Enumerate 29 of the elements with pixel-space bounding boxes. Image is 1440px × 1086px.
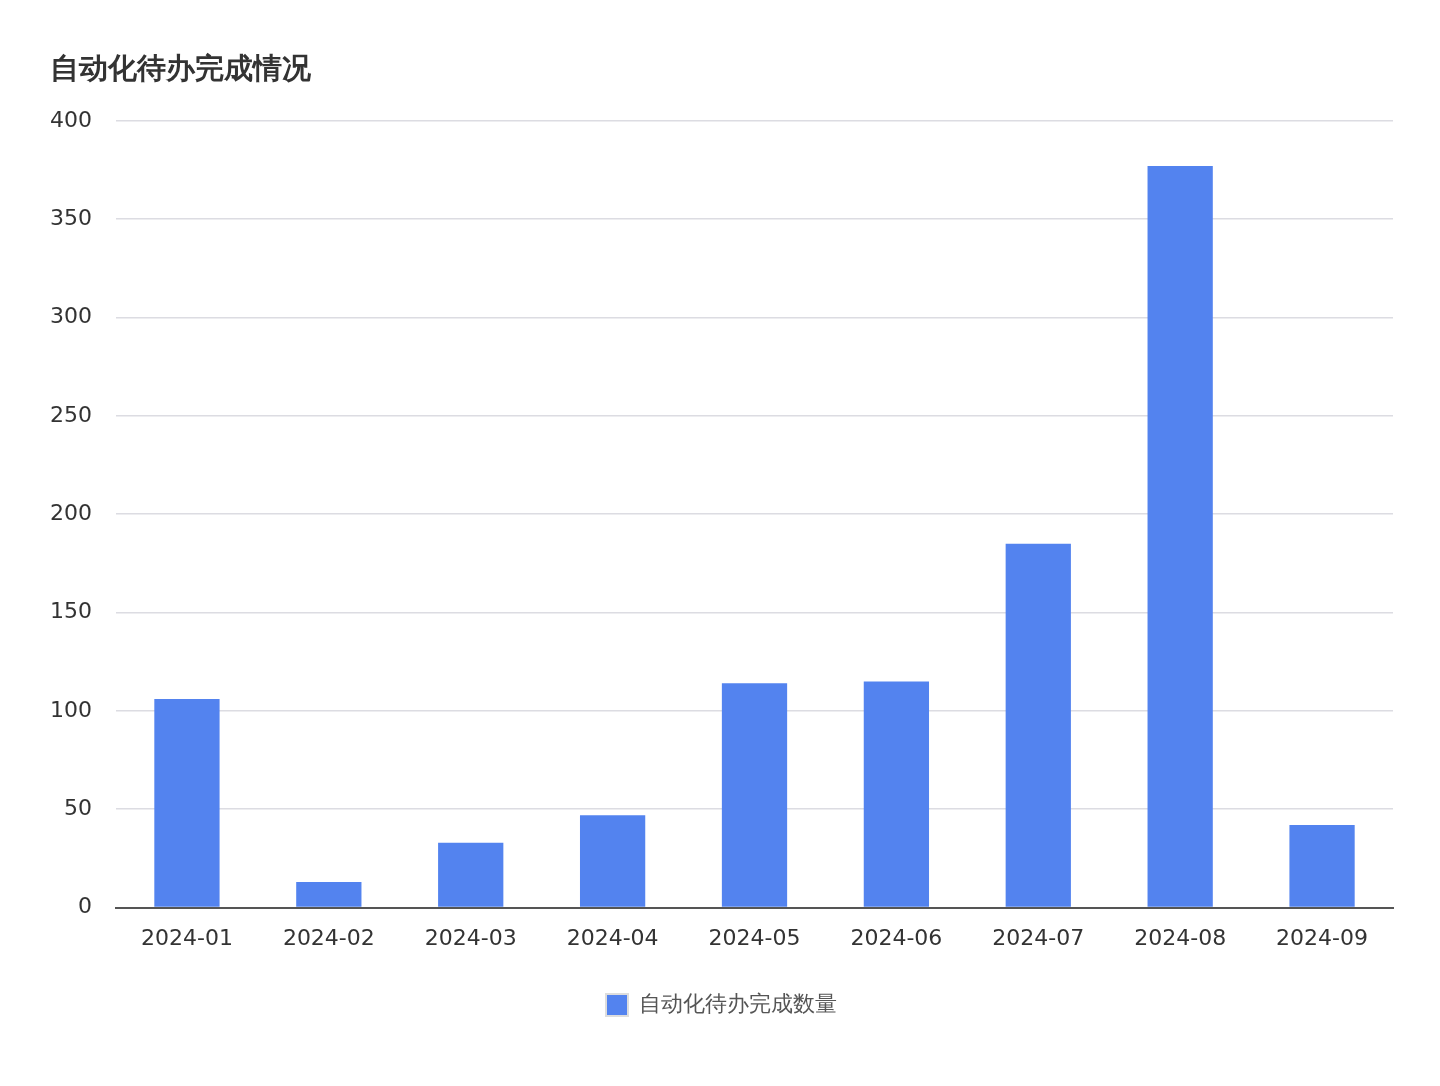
x-tick-label: 2024-02 <box>282 924 375 950</box>
x-tick-label: 2024-04 <box>566 924 659 950</box>
x-tick-label: 2024-06 <box>850 924 943 950</box>
x-tick-label: 2024-08 <box>1134 924 1227 950</box>
y-tick-label: 100 <box>50 696 92 722</box>
x-tick-label: 2024-09 <box>1276 924 1369 950</box>
bar <box>1147 166 1213 907</box>
y-tick-label: 200 <box>50 499 92 525</box>
x-tick-label: 2024-03 <box>424 924 517 950</box>
y-tick-label: 350 <box>50 204 92 230</box>
legend-label: 自动化待办完成数量 <box>639 990 837 1016</box>
bar <box>438 842 504 907</box>
chart-title: 自动化待办完成情况 <box>50 50 312 85</box>
bar <box>721 683 788 907</box>
y-tick-label: 250 <box>50 401 92 427</box>
bar <box>863 681 930 907</box>
bar <box>1005 543 1071 907</box>
y-tick-label: 150 <box>50 598 92 624</box>
y-tick-label: 50 <box>64 794 92 820</box>
y-tick-label: 300 <box>50 303 92 329</box>
y-tick-label: 0 <box>78 893 92 919</box>
x-tick-label: 2024-05 <box>708 924 801 950</box>
x-tick-label: 2024-07 <box>992 924 1085 950</box>
bar <box>1289 824 1355 907</box>
bar <box>296 882 362 907</box>
bar <box>154 699 220 907</box>
y-tick-label: 400 <box>50 106 92 132</box>
bar <box>579 815 646 907</box>
x-tick-label: 2024-01 <box>140 924 233 950</box>
